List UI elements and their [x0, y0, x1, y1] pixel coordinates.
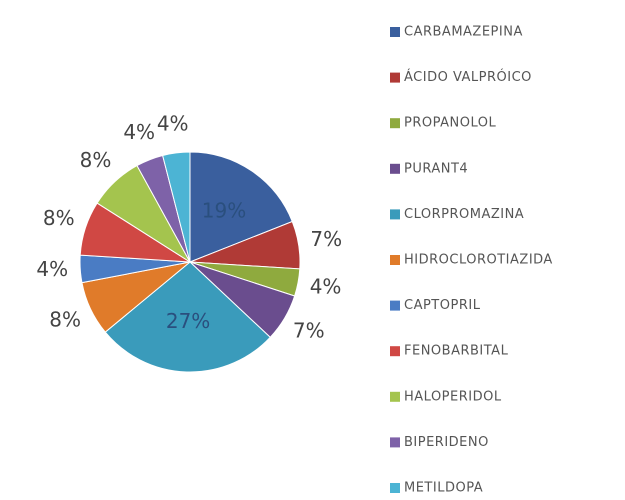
legend-label: CARBAMAZEPINA	[404, 25, 523, 40]
slice-label: 4%	[123, 120, 155, 144]
slice-label: 7%	[310, 227, 342, 251]
legend-swatch	[390, 72, 400, 83]
legend-swatch	[390, 118, 400, 129]
legend-label: CLORPROMAZINA	[404, 207, 524, 222]
legend-label: CAPTOPRIL	[404, 298, 481, 313]
slice-label: 4%	[36, 257, 68, 281]
legend-swatch	[390, 163, 400, 174]
slice-label: 4%	[157, 112, 189, 136]
legend-label: PURANT4	[404, 161, 468, 176]
legend-swatch	[390, 255, 400, 265]
legend-swatch	[390, 391, 400, 402]
pie-slice	[162, 151, 191, 263]
legend-swatch	[390, 27, 400, 37]
legend-label: BIPERIDENO	[404, 435, 489, 450]
slice-label: 8%	[43, 206, 75, 230]
pie-slice	[189, 151, 293, 263]
legend-swatch	[390, 346, 400, 357]
legend-label: FENOBARBITAL	[404, 344, 509, 359]
slice-label: 8%	[49, 307, 81, 331]
slice-label: 7%	[293, 319, 325, 343]
legend-swatch	[390, 209, 400, 220]
legend-label: ÁCIDO VALPRÓICO	[404, 69, 532, 85]
slice-label: 8%	[80, 148, 112, 172]
slice-label: 19%	[202, 198, 246, 222]
legend-swatch	[390, 300, 400, 311]
legend-label: PROPANOLOL	[404, 116, 496, 131]
legend-swatch	[390, 437, 400, 448]
slice-label: 4%	[310, 274, 342, 298]
slice-label: 27%	[166, 309, 210, 333]
legend-swatch	[390, 483, 400, 493]
legend-label: METILDOPA	[404, 481, 483, 496]
pie-slice	[104, 261, 271, 373]
legend-label: HALOPERIDOL	[404, 389, 502, 404]
legend-label: HIDROCLOROTIAZIDA	[404, 253, 553, 268]
